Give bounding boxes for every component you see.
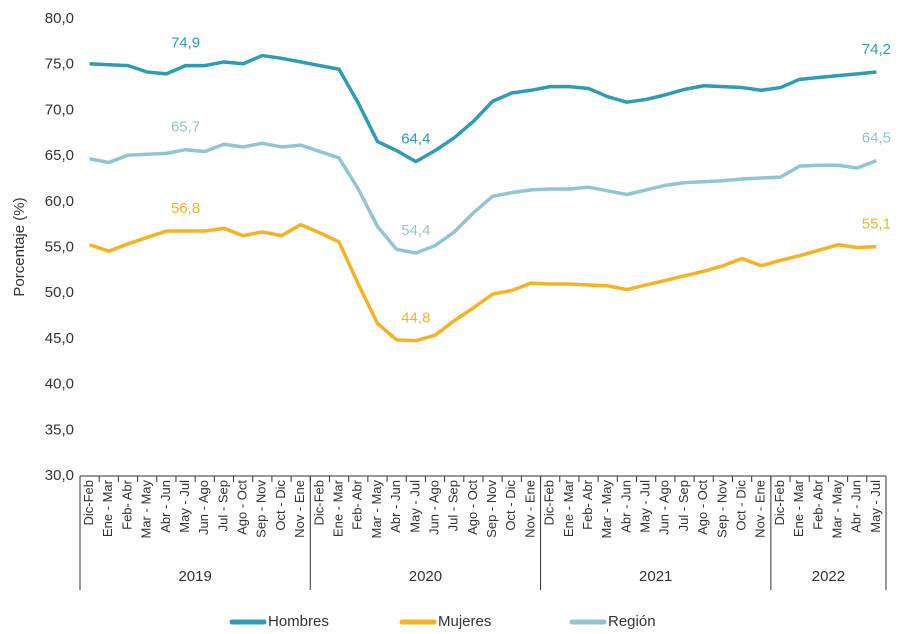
x-tick-label: Ene - Mar <box>331 479 346 537</box>
value-label: 74,2 <box>862 41 891 58</box>
y-axis-title: Porcentaje (%) <box>11 197 28 296</box>
y-tick-label: 75,0 <box>45 56 74 73</box>
y-tick-label: 35,0 <box>45 421 74 438</box>
x-tick-label: Nov - Ene <box>753 480 768 538</box>
x-tick-label: Oct - Dic <box>734 480 749 531</box>
x-tick-label: May - Jul <box>868 480 883 533</box>
x-tick-label: Ago - Oct <box>465 480 480 535</box>
x-tick-label: Dic-Feb <box>542 480 557 526</box>
x-tick-label: Mar - May <box>829 480 844 539</box>
group-label: 2022 <box>812 568 845 585</box>
y-tick-label: 65,0 <box>45 147 74 164</box>
x-tick-label: Mar - May <box>139 480 154 539</box>
x-tick-label: Abr - Jun <box>618 480 633 533</box>
x-tick-label: May - Jul <box>638 480 653 533</box>
x-tick-label: Sep - Nov <box>254 480 269 538</box>
x-tick-label: Oct - Dic <box>273 480 288 531</box>
legend-label: Región <box>608 613 656 630</box>
x-tick-label: May - Jul <box>177 480 192 533</box>
y-tick-label: 50,0 <box>45 284 74 301</box>
x-tick-label: Dic-Feb <box>311 480 326 526</box>
y-tick-label: 60,0 <box>45 193 74 210</box>
y-tick-label: 30,0 <box>45 467 74 484</box>
value-label: 65,7 <box>171 119 200 136</box>
x-tick-label: Jul - Sep <box>446 480 461 531</box>
x-tick-label: Ene - Mar <box>100 479 115 537</box>
series-line <box>89 141 878 255</box>
x-tick-label: Ago - Oct <box>235 480 250 535</box>
x-tick-label: Feb- Abr <box>810 479 825 530</box>
x-tick-label: Nov - Ene <box>292 480 307 538</box>
group-label: 2019 <box>178 568 211 585</box>
legend-label: Hombres <box>268 613 329 630</box>
x-tick-label: May - Jul <box>407 480 422 533</box>
value-label: 64,4 <box>401 131 430 148</box>
y-tick-label: 70,0 <box>45 101 74 118</box>
x-tick-label: Mar - May <box>599 480 614 539</box>
value-label: 56,8 <box>171 200 200 217</box>
x-tick-label: Jun - Ago <box>657 480 672 535</box>
x-tick-label: Feb- Abr <box>119 479 134 530</box>
group-label: 2020 <box>409 568 442 585</box>
value-label: 55,1 <box>862 216 891 233</box>
x-tick-label: Dic-Feb <box>81 480 96 526</box>
x-tick-label: Abr - Jun <box>158 480 173 533</box>
y-tick-label: 45,0 <box>45 330 74 347</box>
value-label: 54,4 <box>401 222 430 239</box>
x-tick-label: Ene - Mar <box>561 479 576 537</box>
series-line <box>89 53 877 164</box>
x-tick-label: Ago - Oct <box>695 480 710 535</box>
x-tick-label: Abr - Jun <box>388 480 403 533</box>
x-tick-label: Feb- Abr <box>580 479 595 530</box>
value-label: 44,8 <box>401 310 430 327</box>
group-label: 2021 <box>639 568 672 585</box>
x-tick-label: Sep - Nov <box>714 480 729 538</box>
x-tick-label: Jul - Sep <box>215 480 230 531</box>
y-tick-label: 80,0 <box>45 10 74 27</box>
x-tick-label: Sep - Nov <box>484 480 499 538</box>
x-tick-label: Dic-Feb <box>772 480 787 526</box>
value-label: 74,9 <box>171 35 200 52</box>
x-tick-label: Abr - Jun <box>849 480 864 533</box>
x-tick-label: Jul - Sep <box>676 480 691 531</box>
series-line <box>89 222 877 343</box>
x-tick-label: Feb- Abr <box>350 479 365 530</box>
legend-label: Mujeres <box>438 613 491 630</box>
value-label: 64,5 <box>862 130 891 147</box>
x-tick-label: Jun - Ago <box>426 480 441 535</box>
x-tick-label: Jun - Ago <box>196 480 211 535</box>
x-tick-label: Nov - Ene <box>522 480 537 538</box>
y-tick-label: 40,0 <box>45 376 74 393</box>
x-tick-label: Ene - Mar <box>791 479 806 537</box>
x-tick-label: Mar - May <box>369 480 384 539</box>
y-tick-label: 55,0 <box>45 238 74 255</box>
x-tick-label: Oct - Dic <box>503 480 518 531</box>
